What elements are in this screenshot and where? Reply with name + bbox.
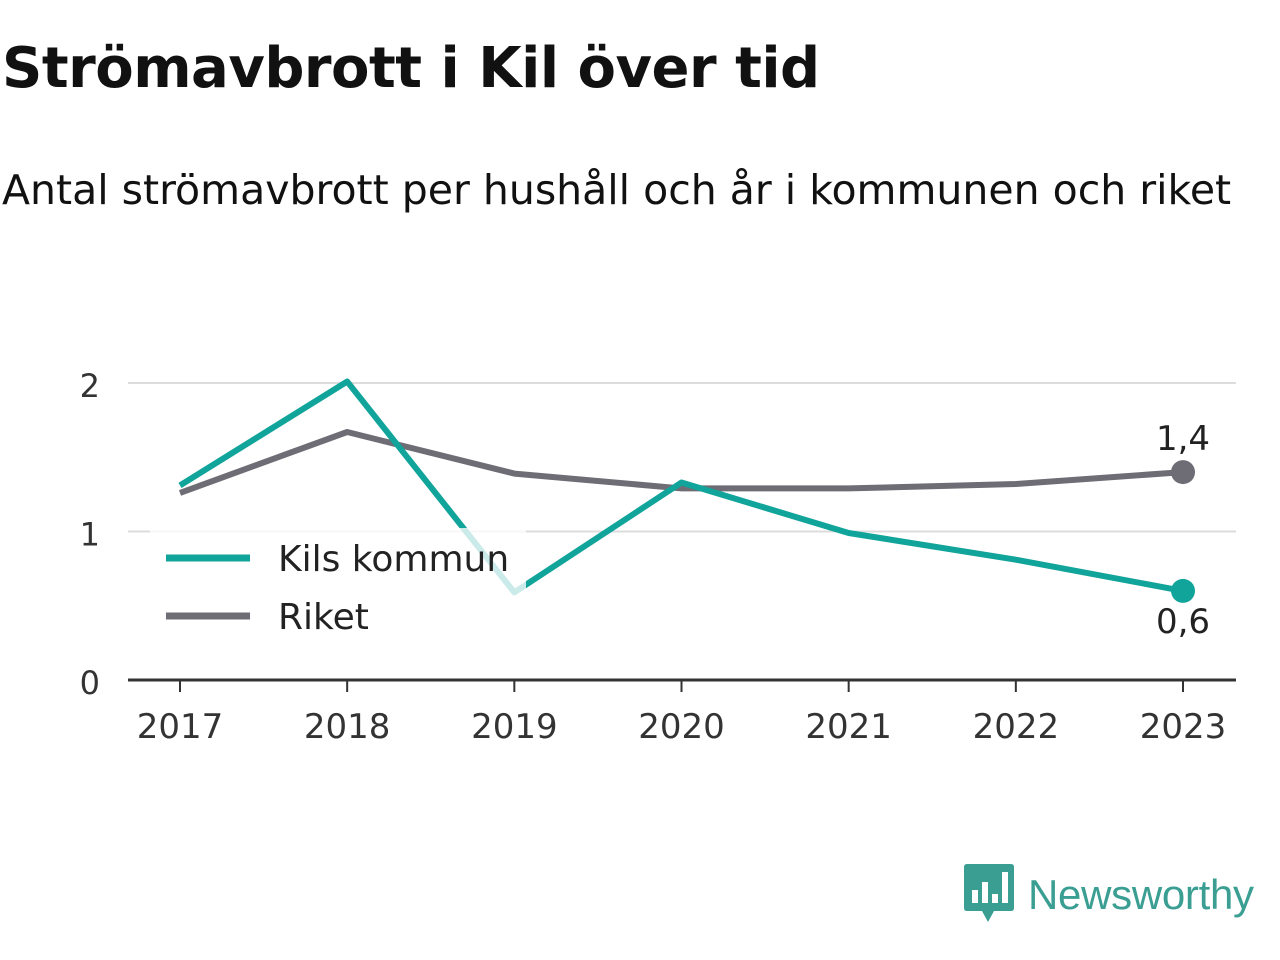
y-tick-label: 1 (80, 516, 100, 554)
bar-chart-speech-bubble-icon (964, 864, 1014, 922)
end-point-marker (1171, 460, 1195, 485)
brand-name: Newsworthy (1028, 871, 1254, 918)
x-tick-label: 2017 (137, 707, 224, 747)
legend-label: Kils kommun (278, 539, 509, 580)
brand-logo: Newsworthy (964, 864, 1254, 926)
end-value-label: 0,6 (1156, 602, 1210, 642)
x-tick-label: 2023 (1140, 707, 1227, 747)
chart-subtitle: Antal strömavbrott per hushåll och år i … (2, 166, 1232, 214)
legend-background (150, 528, 526, 652)
x-tick-label: 2021 (805, 707, 892, 747)
chart-title: Strömavbrott i Kil över tid (2, 36, 820, 101)
end-point-marker (1171, 578, 1195, 603)
x-tick-label: 2018 (304, 707, 391, 747)
x-tick-label: 2020 (638, 707, 725, 747)
series-line (178, 378, 1184, 596)
end-value-label: 1,4 (1156, 419, 1210, 459)
legend-label: Riket (278, 597, 369, 638)
x-tick-label: 2022 (973, 707, 1060, 747)
x-tick-label: 2019 (471, 707, 558, 747)
y-tick-label: 0 (80, 664, 100, 702)
y-tick-label: 2 (80, 367, 100, 405)
series-line (178, 429, 1184, 496)
